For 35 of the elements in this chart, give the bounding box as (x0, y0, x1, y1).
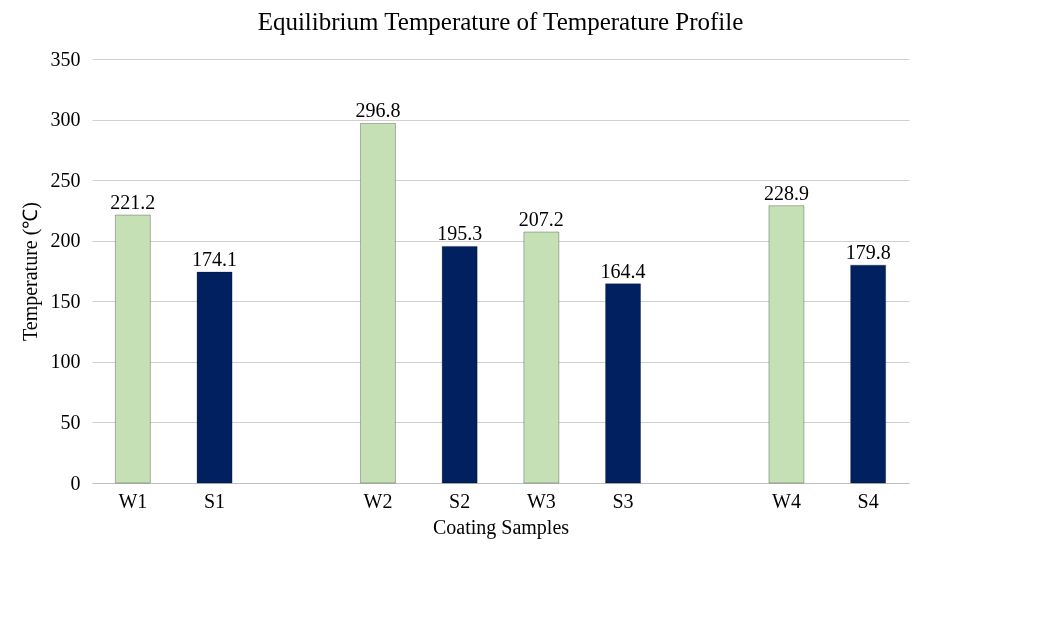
bar (605, 283, 641, 484)
x-tick-label: W1 (118, 489, 148, 512)
bar (768, 205, 805, 484)
x-tick-label: S3 (612, 489, 634, 512)
data-label: 296.8 (355, 99, 401, 122)
x-axis-title: Coating Samples (432, 515, 570, 539)
bar (114, 214, 151, 484)
y-tick-label: 50 (60, 410, 81, 433)
data-label: 221.2 (110, 191, 156, 214)
y-tick-label: 100 (50, 350, 81, 373)
y-tick-label: 350 (50, 47, 81, 70)
data-label: 228.9 (763, 181, 809, 204)
x-tick-label: S1 (203, 489, 226, 512)
y-tick-label: 200 (50, 229, 81, 252)
data-label: 207.2 (518, 207, 564, 230)
y-tick-label: 150 (50, 289, 81, 312)
x-tick-label: S2 (449, 489, 471, 512)
bar (441, 246, 478, 484)
x-tick-label: S4 (857, 489, 879, 512)
y-tick-label: 250 (50, 168, 81, 191)
chart-title: Equilibrium Temperature of Temperature Profile (257, 8, 744, 35)
data-label: 179.8 (845, 241, 891, 264)
bar (196, 271, 233, 484)
x-tick-label: W4 (772, 489, 801, 512)
x-tick-label: W3 (526, 489, 556, 512)
bar (523, 231, 560, 484)
data-label: 174.1 (192, 248, 238, 271)
bar (360, 123, 396, 484)
x-tick-label: W2 (363, 489, 393, 512)
bar (850, 264, 887, 484)
data-label: 164.4 (600, 259, 646, 282)
y-tick-label: 300 (50, 108, 81, 131)
data-label: 195.3 (437, 222, 483, 245)
y-tick-label: 0 (70, 471, 81, 494)
y-axis-title: Temperature (℃) (18, 201, 42, 342)
